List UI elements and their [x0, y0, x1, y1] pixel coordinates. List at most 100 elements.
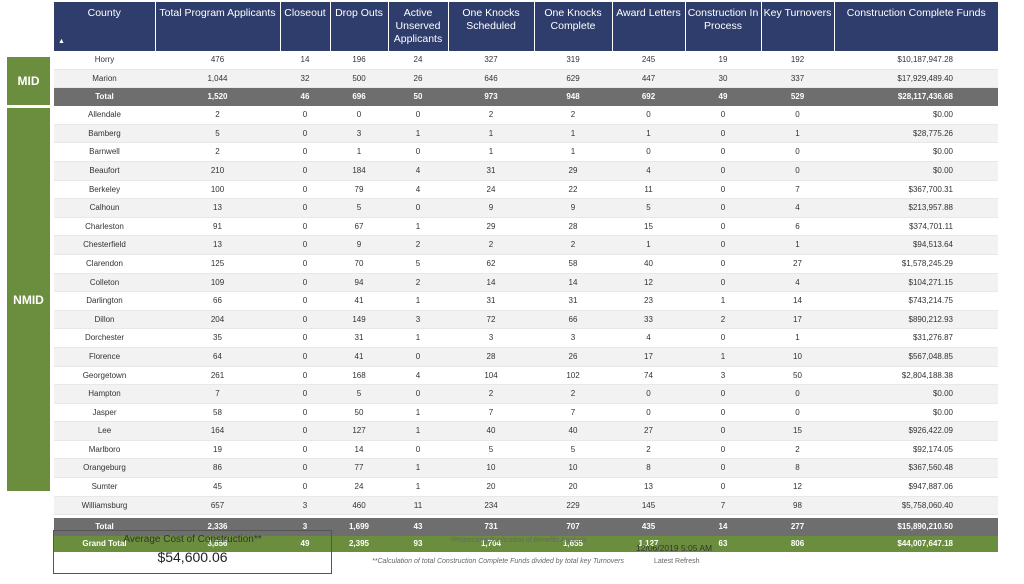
- cell-active-unserved-applicants: 4: [388, 180, 448, 200]
- cell-award-letters: 447: [612, 69, 685, 89]
- cell-one-knocks-complete: 31: [534, 291, 612, 311]
- column-header-label: Closeout: [284, 7, 326, 19]
- cell-county: Clarendon: [54, 254, 155, 274]
- cell-construction-in-process: 19: [685, 51, 761, 70]
- cell-one-knocks-scheduled: 1: [448, 124, 534, 144]
- cell-award-letters: 11: [612, 180, 685, 200]
- cell-drop-outs: 67: [330, 217, 388, 237]
- column-header-9[interactable]: Key Turnovers: [761, 2, 835, 51]
- cell-drop-outs: 196: [330, 51, 388, 70]
- cell-drop-outs: 500: [330, 69, 388, 89]
- table-row: Florence 64 0 41 0 28 26 17 1 10 $567,048.85: [54, 347, 998, 367]
- table-row: Jasper 58 0 50 1 7 7 0 0 0 $0.00: [54, 403, 998, 423]
- cell-construction-in-process: 0: [685, 254, 761, 274]
- cell-one-knocks-scheduled: 29: [448, 217, 534, 237]
- cell-closeout: 0: [280, 161, 330, 181]
- column-header-1[interactable]: Total Program Applicants: [155, 2, 281, 51]
- cell-closeout: 3: [280, 496, 330, 516]
- column-header-3[interactable]: Drop Outs: [330, 2, 389, 51]
- cell-county: Georgetown: [54, 366, 155, 386]
- cell-drop-outs: 696: [330, 87, 388, 107]
- cell-construction-complete-funds: $367,700.31: [834, 180, 998, 200]
- cell-total-program-applicants: 204: [155, 310, 280, 330]
- cell-county: Hampton: [54, 384, 155, 404]
- cell-construction-in-process: 0: [685, 458, 761, 479]
- cell-county: Dillon: [54, 310, 155, 330]
- cell-one-knocks-scheduled: 731: [448, 518, 534, 537]
- latest-refresh-label: Latest Refresh: [654, 558, 700, 565]
- cell-one-knocks-complete: 707: [534, 518, 612, 537]
- cell-one-knocks-complete: 20: [534, 477, 612, 497]
- cell-one-knocks-complete: 58: [534, 254, 612, 274]
- cell-construction-in-process: 2: [685, 310, 761, 330]
- cell-construction-complete-funds: $10,187,947.28: [834, 51, 998, 70]
- cell-construction-complete-funds: $2,804,188.38: [834, 366, 998, 386]
- cell-key-turnovers: 0: [761, 403, 834, 423]
- average-cost-value: $54,600.06: [157, 549, 228, 565]
- cell-total-program-applicants: 64: [155, 347, 280, 367]
- column-header-7[interactable]: Award Letters: [612, 2, 686, 51]
- table-row: Barnwell 2 0 1 0 1 1 0 0 0 $0.00: [54, 142, 998, 162]
- cell-key-turnovers: 0: [761, 384, 834, 404]
- cell-closeout: 14: [280, 51, 330, 70]
- column-header-4[interactable]: Active Unserved Applicants: [388, 2, 449, 51]
- column-header-2[interactable]: Closeout: [280, 2, 331, 51]
- cell-construction-complete-funds: $17,929,489.40: [834, 69, 998, 89]
- cell-drop-outs: 94: [330, 273, 388, 293]
- column-header-0[interactable]: County ▲: [54, 2, 156, 51]
- cell-closeout: 0: [280, 217, 330, 237]
- cell-construction-in-process: 14: [685, 518, 761, 537]
- cell-one-knocks-complete: 2: [534, 235, 612, 255]
- cell-one-knocks-complete: 2: [534, 106, 612, 125]
- cell-county: Calhoun: [54, 198, 155, 218]
- cell-key-turnovers: 27: [761, 254, 834, 274]
- cell-closeout: 0: [280, 440, 330, 460]
- column-header-5[interactable]: One Knocks Scheduled: [448, 2, 535, 51]
- cell-key-turnovers: 14: [761, 291, 834, 311]
- cell-county: Allendale: [54, 106, 155, 125]
- cell-total-program-applicants: 2: [155, 142, 280, 162]
- duplication-note: *Processing Duplication of Benefits Anal…: [450, 537, 587, 544]
- cell-total-program-applicants: 657: [155, 496, 280, 516]
- cell-one-knocks-scheduled: 24: [448, 180, 534, 200]
- cell-one-knocks-complete: 28: [534, 217, 612, 237]
- cell-construction-in-process: 0: [685, 161, 761, 181]
- latest-refresh-date: 12/06/2019 5:05 AM: [636, 543, 713, 553]
- column-header-10[interactable]: Construction Complete Funds: [834, 2, 998, 51]
- cell-drop-outs: 168: [330, 366, 388, 386]
- table-row: Sumter 45 0 24 1 20 20 13 0 12 $947,887.06: [54, 477, 998, 497]
- cell-active-unserved-applicants: 24: [388, 51, 448, 70]
- cell-construction-complete-funds: $890,212.93: [834, 310, 998, 330]
- column-header-6[interactable]: One Knocks Complete: [534, 2, 613, 51]
- average-cost-card: Average Cost of Construction** $54,600.0…: [53, 530, 332, 574]
- column-header-label: Construction Complete Funds: [846, 7, 986, 19]
- cell-drop-outs: 184: [330, 161, 388, 181]
- table-row: Bamberg 5 0 3 1 1 1 1 0 1 $28,775.26: [54, 124, 998, 144]
- sort-ascending-icon[interactable]: ▲: [58, 38, 65, 45]
- cell-construction-complete-funds: $0.00: [834, 161, 998, 181]
- cell-one-knocks-complete: 5: [534, 440, 612, 460]
- cell-closeout: 0: [280, 106, 330, 125]
- cell-total-program-applicants: 100: [155, 180, 280, 200]
- cell-closeout: 0: [280, 142, 330, 162]
- cell-award-letters: 13: [612, 477, 685, 497]
- cell-drop-outs: 50: [330, 403, 388, 423]
- cell-one-knocks-scheduled: 2: [448, 235, 534, 255]
- cell-construction-in-process: 0: [685, 142, 761, 162]
- table-row: Hampton 7 0 5 0 2 2 0 0 0 $0.00: [54, 384, 998, 404]
- cell-one-knocks-scheduled: 1: [448, 142, 534, 162]
- cell-key-turnovers: 1: [761, 328, 834, 348]
- column-header-8[interactable]: Construction In Process: [685, 2, 762, 51]
- table-row: Horry 476 14 196 24 327 319 245 19 192 $10,187,947…: [54, 51, 998, 70]
- cell-county: Horry: [54, 51, 155, 70]
- cell-active-unserved-applicants: 0: [388, 106, 448, 125]
- cell-award-letters: 1,127: [612, 536, 685, 553]
- cell-drop-outs: 24: [330, 477, 388, 497]
- cell-one-knocks-complete: 102: [534, 366, 612, 386]
- cell-construction-in-process: 49: [685, 87, 761, 107]
- cell-one-knocks-scheduled: 104: [448, 366, 534, 386]
- cell-construction-complete-funds: $0.00: [834, 106, 998, 125]
- cell-active-unserved-applicants: 0: [388, 384, 448, 404]
- cell-construction-in-process: 0: [685, 477, 761, 497]
- cell-county: Total: [54, 518, 155, 537]
